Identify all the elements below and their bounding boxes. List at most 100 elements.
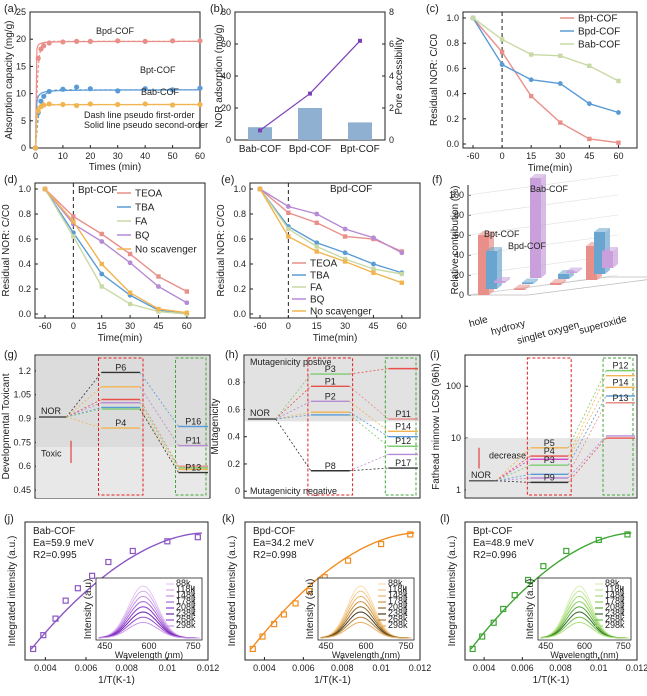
y-tick-label: 10 [451,433,461,443]
data-point [286,210,291,215]
data-point [156,284,161,289]
data-point [62,597,69,604]
data-point [129,547,136,555]
series-line [259,188,402,275]
data-point [616,110,621,115]
data-point [87,86,93,92]
data-point [249,645,256,653]
panel-label: (j) [4,513,14,525]
data-point [197,38,203,44]
inset-legend-label: 208k [605,602,625,612]
x-category-label: Bpt-COF [340,144,379,155]
middle-box [307,357,354,496]
connector [66,399,102,418]
inset-x-title: Wavelength (nm) [332,650,400,660]
y-tick-label: 10 [16,89,26,99]
decrease-label: decrease [489,451,526,461]
data-point [540,563,547,570]
data-point [314,220,319,225]
plot-frame [29,11,201,149]
plot-frame [464,521,638,661]
series-label: Bpt-COF [484,229,520,239]
data-point [587,63,592,69]
spectrum-line [540,621,629,639]
connector [349,400,389,432]
legend-label: BQ [310,295,325,306]
level-label: P3 [544,455,555,465]
data-point [142,101,148,107]
fit-note: Dash line pseudo first-order [84,110,195,120]
connector [139,372,179,427]
data-point [259,633,266,640]
x-tick-label: 45 [153,321,163,331]
series-line [44,188,187,315]
data-point [378,540,385,548]
x-tick-label: 30 [125,321,135,331]
y-tick-label: 20 [221,103,231,113]
connector [139,407,179,470]
x-tick-label: 0.004 [473,663,496,673]
data-point [511,592,518,599]
panel-label: (k) [222,513,235,525]
x-tick-label: 15 [97,321,107,331]
panel-title: Bab-COF [33,526,75,537]
x-axis-title: 1/T(K-1) [98,675,135,686]
data-point [557,81,563,86]
x-axis-title: 1/T(K-1) [533,675,570,686]
bar-top [494,277,510,281]
pore-marker [258,128,262,133]
fit-note: Solid line pseudo second-order [84,120,208,130]
spectrum-line [320,621,412,639]
activation-energy: Ea=59.9 meV [33,538,94,549]
data-point [60,39,66,45]
data-point [35,55,41,61]
toxic-label: Toxic [41,449,62,459]
y-tick-label: 1.2 [18,366,31,376]
plot-frame [24,521,209,661]
data-point [499,37,505,42]
inset-x-tick: 450 [538,641,553,651]
data-point [292,600,299,607]
category-label: hole [468,314,490,330]
x-tick-label: -60 [466,151,479,161]
bar-top [566,267,582,272]
x-tick-label: 15 [526,151,536,161]
data-point [399,280,405,285]
bar-side [505,277,510,283]
data-point [184,300,190,306]
connector [66,408,102,418]
inset-x-title: Wavelength (nm) [550,650,618,660]
level-label: P1 [325,376,336,386]
inset-legend-label: 178k [388,596,408,606]
inset-x-tick: 450 [318,641,333,651]
data-point [371,261,376,267]
data-point [127,290,133,295]
y-axis-title: Integrated intensity (a.u.) [7,536,18,647]
x-tick-label: 0 [286,321,291,331]
panel-label: (c) [426,3,439,15]
inset-legend-label: 208k [176,602,196,612]
bar-side [577,267,582,273]
data-point [88,572,96,579]
panel-label: (l) [440,513,450,525]
legend-label: TBA [310,271,330,282]
x-tick-label: 10 [58,151,68,161]
connector [349,467,389,472]
series-line [44,188,187,315]
plot-frame [34,182,206,319]
data-point [194,534,201,541]
y-axis-title: Absorption capacity (mg/g) [4,21,15,140]
data-point [479,633,486,640]
x-tick-label: 20 [85,151,95,161]
y-tick-label: 0.8 [18,209,31,219]
connector [275,400,312,420]
y-tick-label: 15 [16,61,26,71]
bar-top [602,247,618,251]
data-point [40,632,47,639]
data-point [469,645,476,653]
panel-label: (i) [430,349,440,361]
connector [275,386,312,420]
data-point [528,52,534,57]
series-line [472,17,619,144]
data-point [99,231,104,237]
